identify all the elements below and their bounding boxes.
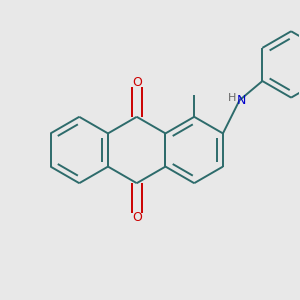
- Text: O: O: [132, 211, 142, 224]
- Text: N: N: [236, 94, 246, 107]
- Text: H: H: [228, 93, 236, 103]
- Text: O: O: [132, 76, 142, 89]
